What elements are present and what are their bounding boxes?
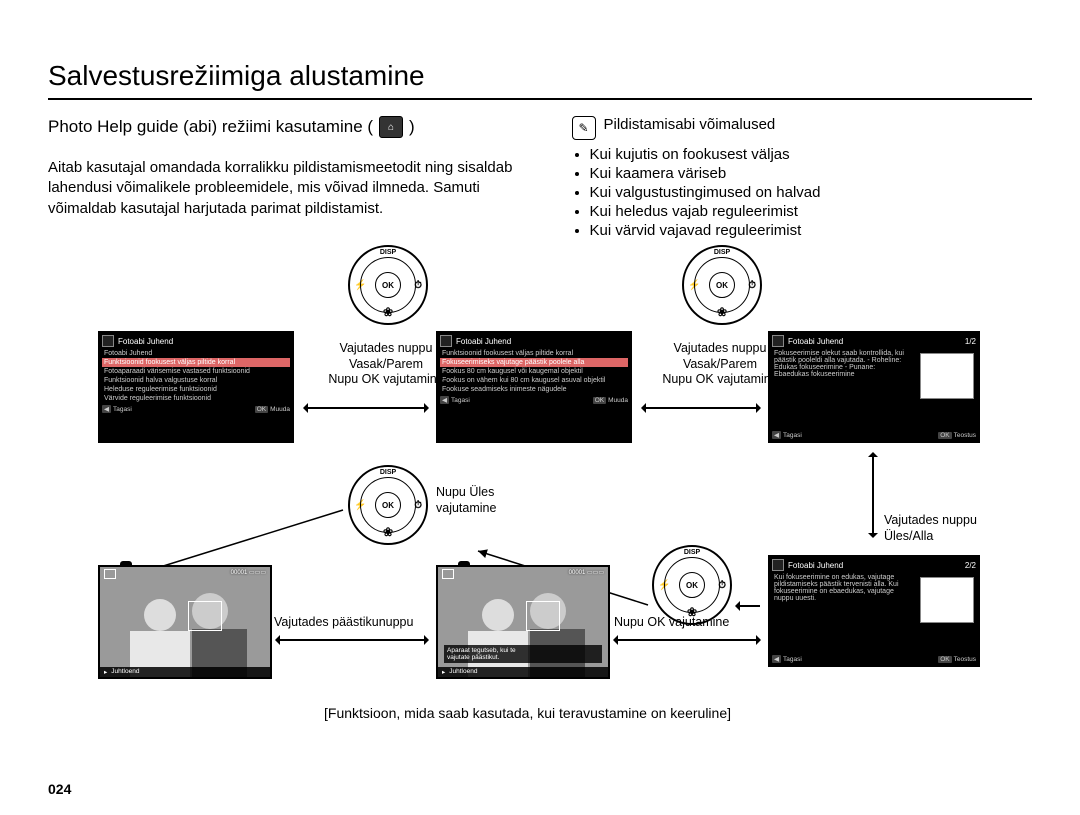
- dpad-icon: DISP❀ ⚡⏱ OK: [652, 545, 732, 625]
- arrow-bidir: [306, 407, 426, 409]
- page-title: Salvestusrežiimiga alustamine: [48, 60, 1032, 100]
- section-subhead: Photo Help guide (abi) režiimi kasutamin…: [48, 116, 532, 138]
- arrow-bidir: [278, 639, 426, 641]
- arrow-bidir: [616, 639, 758, 641]
- flow-diagram: DISP ❀ ⚡ ⏱ OK DISP ❀ ⚡ ⏱ OK Fotoabi Juhe…: [48, 245, 1032, 745]
- label-lr-ok: Vajutades nuppu Vasak/Parem Nupu OK vaju…: [650, 341, 790, 388]
- list-item: Kui kaamera väriseb: [590, 165, 1032, 182]
- label-shutter: Vajutades päästikunuppu: [274, 615, 413, 631]
- home-icon: ⌂: [379, 116, 403, 138]
- lcd-screen-2: Fotoabi Juhend Funktsioonid fookusest vä…: [436, 331, 632, 443]
- dpad-icon: DISP ❀ ⚡ ⏱ OK: [348, 245, 428, 325]
- dpad-icon: DISP ❀ ⚡ ⏱ OK: [682, 245, 762, 325]
- intro-text: Aitab kasutajal omandada korralikku pild…: [48, 158, 532, 219]
- subhead-text: Photo Help guide (abi) režiimi kasutamin…: [48, 117, 373, 137]
- list-item: Kui kujutis on fookusest väljas: [590, 146, 1032, 163]
- lcd-screen-4: Fotoabi Juhend2/2 Kui fokuseerimine on e…: [768, 555, 980, 667]
- right-column-head: Pildistamisabi võimalused: [604, 116, 776, 133]
- arrow-vert-bidir: [872, 455, 874, 535]
- diagram-caption: [Funktsioon, mida saab kasutada, kui ter…: [324, 705, 731, 721]
- lcd-screen-3: Fotoabi Juhend1/2 Fokuseerimise olekut s…: [768, 331, 980, 443]
- list-item: Kui heledus vajab reguleerimist: [590, 203, 1032, 220]
- lcd-screen-1: Fotoabi Juhend Fotoabi Juhend Funktsioon…: [98, 331, 294, 443]
- feature-list: Kui kujutis on fookusest väljas Kui kaam…: [572, 146, 1032, 239]
- label-ok: Nupu OK vajutamine: [614, 615, 729, 631]
- dpad-icon: DISP❀ ⚡⏱ OK: [348, 465, 428, 545]
- thumb-box: [920, 353, 974, 399]
- shutter-icon: [120, 561, 132, 567]
- label-lr-ok: Vajutades nuppu Vasak/Parem Nupu OK vaju…: [316, 341, 456, 388]
- shutter-icon: [458, 561, 470, 567]
- label-ud: Vajutades nuppu Üles/Alla: [884, 513, 977, 544]
- arrow-bidir: [644, 407, 758, 409]
- camera-preview-left: 00001 ▭▭▭ ▸Juhtloend: [98, 565, 272, 679]
- list-item: Kui värvid vajavad reguleerimist: [590, 222, 1032, 239]
- label-up: Nupu Üles vajutamine: [436, 485, 496, 516]
- camera-preview-right: 00001 ▭▭▭ Aparaat tegutseb, kui tevajuta…: [436, 565, 610, 679]
- thumb-box: [920, 577, 974, 623]
- page-number: 024: [48, 781, 71, 797]
- subhead-close: ): [409, 117, 415, 137]
- arrow-left: [738, 605, 760, 607]
- note-icon: ✎: [572, 116, 596, 140]
- list-item: Kui valgustustingimused on halvad: [590, 184, 1032, 201]
